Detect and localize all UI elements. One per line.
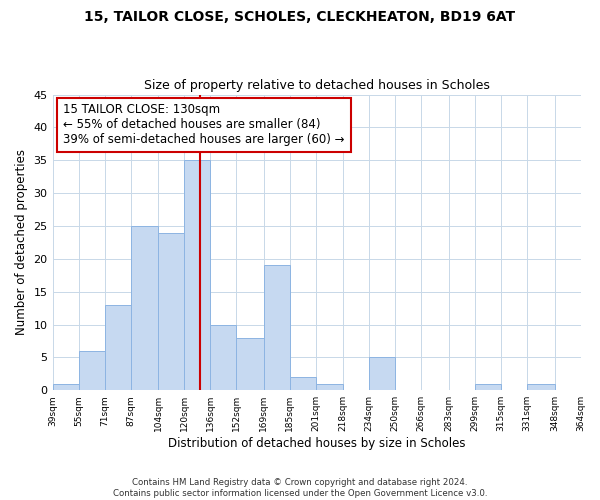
Bar <box>79 351 104 390</box>
Bar <box>316 384 343 390</box>
Title: Size of property relative to detached houses in Scholes: Size of property relative to detached ho… <box>143 79 490 92</box>
X-axis label: Distribution of detached houses by size in Scholes: Distribution of detached houses by size … <box>168 437 465 450</box>
Bar <box>527 384 554 390</box>
Bar <box>210 324 236 390</box>
Bar <box>53 384 79 390</box>
Y-axis label: Number of detached properties: Number of detached properties <box>15 150 28 336</box>
Bar <box>184 160 210 390</box>
Text: 15 TAILOR CLOSE: 130sqm
← 55% of detached houses are smaller (84)
39% of semi-de: 15 TAILOR CLOSE: 130sqm ← 55% of detache… <box>63 104 344 146</box>
Text: Contains HM Land Registry data © Crown copyright and database right 2024.
Contai: Contains HM Land Registry data © Crown c… <box>113 478 487 498</box>
Bar <box>158 232 184 390</box>
Bar <box>104 305 131 390</box>
Bar <box>370 358 395 390</box>
Bar <box>475 384 501 390</box>
Text: 15, TAILOR CLOSE, SCHOLES, CLECKHEATON, BD19 6AT: 15, TAILOR CLOSE, SCHOLES, CLECKHEATON, … <box>85 10 515 24</box>
Bar <box>131 226 158 390</box>
Bar <box>581 384 600 390</box>
Bar <box>236 338 264 390</box>
Bar <box>264 266 290 390</box>
Bar <box>290 377 316 390</box>
